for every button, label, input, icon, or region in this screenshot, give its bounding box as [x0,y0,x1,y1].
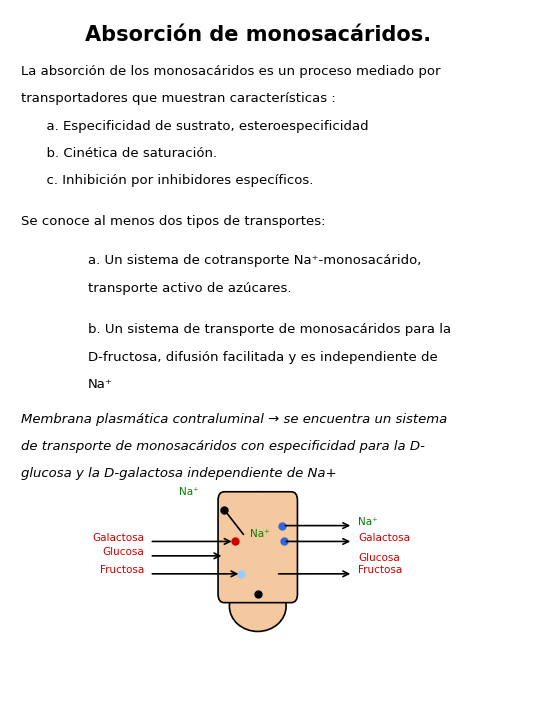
Text: Membrana plasmática contraluminal → se encuentra un sistema: Membrana plasmática contraluminal → se e… [21,413,447,426]
Text: Na⁺: Na⁺ [249,529,269,539]
Text: D-fructosa, difusión facilitada y es independiente de: D-fructosa, difusión facilitada y es ind… [87,351,437,364]
Text: La absorción de los monosacáridos es un proceso mediado por: La absorción de los monosacáridos es un … [21,65,440,78]
Text: Na⁺: Na⁺ [358,517,378,527]
Text: Se conoce al menos dos tipos de transportes:: Se conoce al menos dos tipos de transpor… [21,215,325,228]
Text: Na⁺: Na⁺ [87,378,112,391]
Text: Absorción de monosacáridos.: Absorción de monosacáridos. [85,25,431,45]
Text: c. Inhibición por inhibidores específicos.: c. Inhibición por inhibidores específico… [21,174,313,187]
Text: Glucosa: Glucosa [103,547,144,557]
Text: Fructosa: Fructosa [358,565,402,575]
FancyBboxPatch shape [218,492,298,603]
Text: Na⁺: Na⁺ [179,487,199,497]
Text: a. Un sistema de cotransporte Na⁺-monosacárido,: a. Un sistema de cotransporte Na⁺-monosa… [87,254,421,267]
Text: Galactosa: Galactosa [358,533,410,543]
Ellipse shape [224,492,291,557]
Text: Galactosa: Galactosa [92,533,144,543]
Text: b. Cinética de saturación.: b. Cinética de saturación. [21,147,217,160]
Text: b. Un sistema de transporte de monosacáridos para la: b. Un sistema de transporte de monosacár… [87,323,451,336]
Text: glucosa y la D-galactosa independiente de Na+: glucosa y la D-galactosa independiente d… [21,467,336,480]
Ellipse shape [230,581,286,631]
Text: transportadores que muestran características :: transportadores que muestran característ… [21,92,335,105]
Text: transporte activo de azúcares.: transporte activo de azúcares. [87,282,291,294]
Text: Fructosa: Fructosa [100,565,144,575]
Text: de transporte de monosacáridos con especificidad para la D-: de transporte de monosacáridos con espec… [21,440,424,453]
Text: Glucosa: Glucosa [358,553,400,563]
Text: a. Especificidad de sustrato, esteroespecificidad: a. Especificidad de sustrato, esteroespe… [21,120,368,132]
